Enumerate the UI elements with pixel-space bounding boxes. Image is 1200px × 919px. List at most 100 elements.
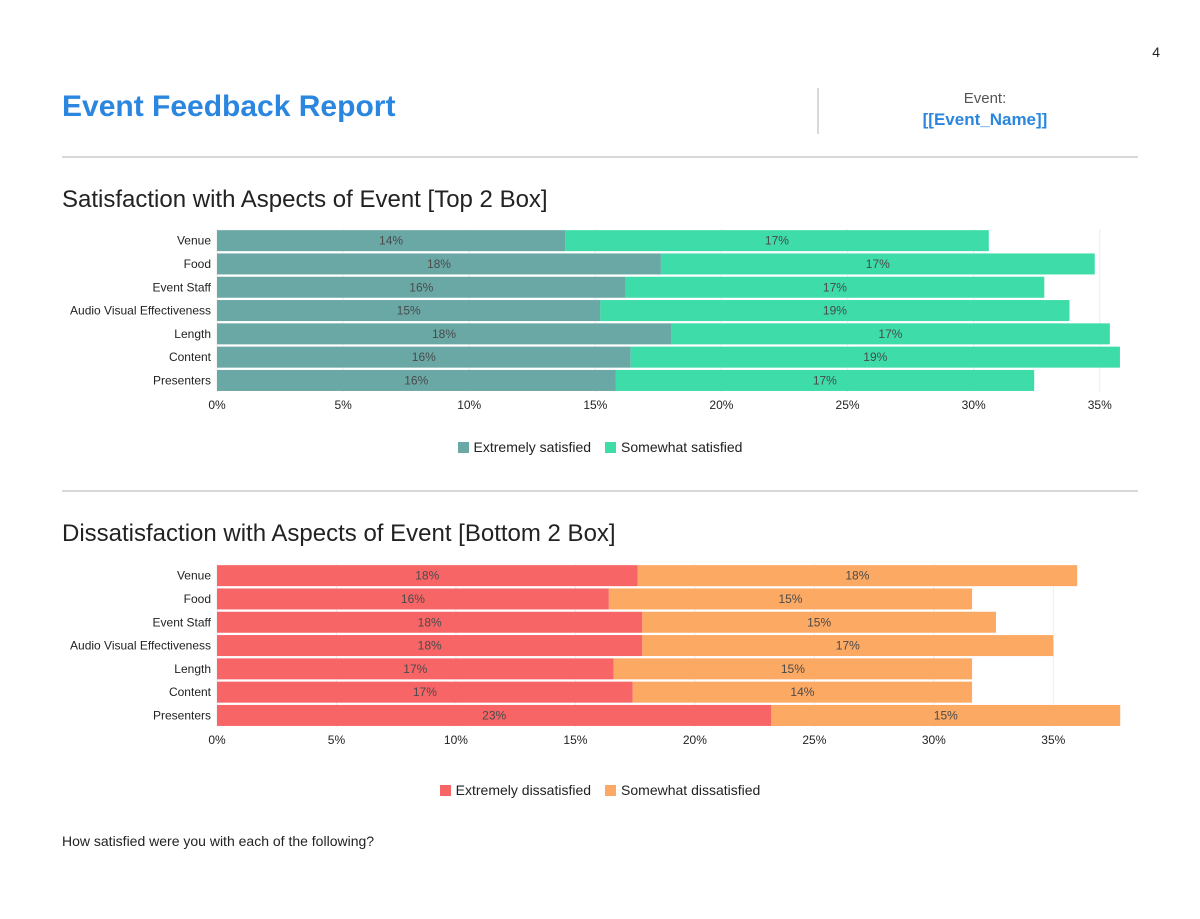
bar-segment [771,704,1121,726]
bar-segment [565,230,989,252]
tick-label: 15% [563,733,587,747]
tick-label: 0% [208,398,226,412]
bar-segment [217,346,631,368]
data-label: 18% [418,639,442,653]
tick-label: 5% [334,398,352,412]
data-label: 16% [412,350,436,364]
data-label: 16% [409,280,433,294]
tick-label: 10% [444,733,468,747]
event-block: Event: [[Event_Name]] [870,90,1100,130]
data-label: 17% [878,327,902,341]
bar-segment [660,253,1095,275]
tick-label: 30% [962,398,986,412]
data-label: 14% [379,234,403,248]
legend-swatch [605,441,617,453]
category-label: Food [184,592,211,606]
data-label: 18% [432,327,456,341]
data-label: 16% [401,592,425,606]
bar-segment [642,635,1054,657]
category-label: Length [174,662,211,676]
category-label: Venue [177,569,211,583]
legend-item-extremely-satisfied: Extremely satisfied [457,439,592,455]
data-label: 17% [836,639,860,653]
section-divider [62,156,1138,158]
tick-label: 30% [922,733,946,747]
data-label: 15% [778,592,802,606]
data-label: 17% [813,373,837,387]
data-label: 14% [790,685,814,699]
data-label: 18% [415,569,439,583]
data-label: 17% [765,234,789,248]
tick-label: 15% [583,398,607,412]
data-label: 15% [781,662,805,676]
category-label: Content [169,350,212,364]
bar-segment [615,369,1035,391]
data-label: 18% [418,615,442,629]
event-label: Event: [963,90,1007,107]
tick-label: 10% [457,398,481,412]
bar-segment [217,230,566,252]
satisfaction-chart: Venue 14% 17% Food 18% 17% Event Staff 16% 17% Au… [70,229,1120,412]
bar-segment [600,300,1070,322]
bar-segment [217,565,638,587]
bar-segment [642,611,996,633]
tick-label: 35% [1041,733,1065,747]
category-label: Audio Visual Effectiveness [70,304,211,318]
bar-segment [625,276,1045,298]
event-name: [[Event_Name]] [922,110,1048,129]
data-label: 15% [397,304,421,318]
header-divider [817,88,819,134]
category-label: Length [174,327,211,341]
bar-segment [613,658,973,680]
tick-label: 20% [683,733,707,747]
legend-label: Somewhat satisfied [621,439,743,455]
bar-segment [637,565,1078,587]
data-label: 18% [427,257,451,271]
data-label: 15% [807,615,831,629]
category-label: Event Staff [153,280,212,294]
legend-label: Extremely satisfied [473,439,592,455]
legend-item-extremely-dissatisfied: Extremely dissatisfied [439,782,592,798]
footnote: How satisfied were you with each of the … [62,833,375,849]
legend-label: Extremely dissatisfied [455,782,592,798]
report-title: Event Feedback Report [62,90,396,123]
bar-segment [217,611,643,633]
category-label: Audio Visual Effectiveness [70,639,211,653]
legend-swatch [439,784,451,796]
data-label: 18% [845,569,869,583]
category-label: Presenters [153,708,211,722]
category-label: Food [184,257,211,271]
tick-label: 5% [328,733,346,747]
category-label: Event Staff [153,615,212,629]
category-label: Presenters [153,373,211,387]
data-label: 23% [482,708,506,722]
data-label: 17% [823,280,847,294]
bar-segment [608,588,973,610]
legend-label: Somewhat dissatisfied [621,782,761,798]
bar-segment [217,276,626,298]
bar-segment [632,681,973,703]
data-label: 19% [823,304,847,318]
data-label: 17% [403,662,427,676]
dissatisfaction-chart: Venue 18% 18% Food 16% 15% Event Staff 18% 15% Au… [70,564,1121,747]
page-number: 4 [1152,44,1160,60]
bar-segment [217,300,601,322]
category-label: Venue [177,234,211,248]
bar-segment [217,681,633,703]
data-label: 17% [866,257,890,271]
legend-swatch [605,784,617,796]
tick-label: 25% [836,398,860,412]
data-label: 15% [934,708,958,722]
data-label: 19% [863,350,887,364]
bar-segment [671,323,1110,345]
data-label: 17% [413,685,437,699]
section-divider [62,490,1138,492]
dissatisfaction-chart-title: Dissatisfaction with Aspects of Event [B… [62,520,616,547]
bar-segment [217,635,643,657]
bar-segment [217,369,616,391]
tick-label: 20% [709,398,733,412]
legend-item-somewhat-satisfied: Somewhat satisfied [605,439,742,455]
legend-swatch [457,441,469,453]
legend-item-somewhat-dissatisfied: Somewhat dissatisfied [605,782,760,798]
satisfaction-chart-title: Satisfaction with Aspects of Event [Top … [62,186,548,213]
